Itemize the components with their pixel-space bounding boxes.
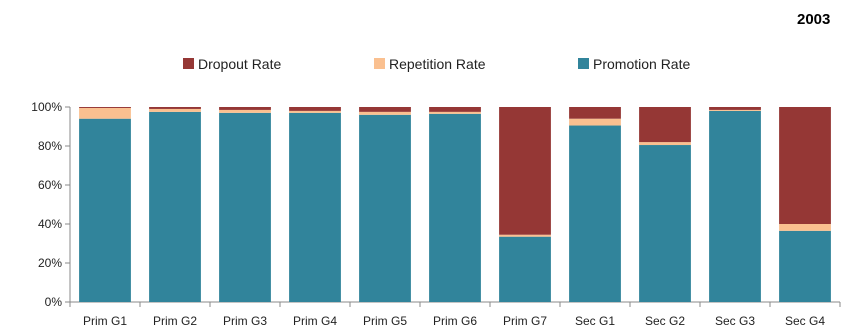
bar-repetition-rate-prim-g6 — [429, 111, 481, 114]
x-tick-label: Prim G3 — [223, 314, 267, 328]
bar-dropout-rate-prim-g2 — [149, 107, 201, 109]
x-tick-label: Prim G6 — [433, 314, 477, 328]
x-tick-label: Prim G2 — [153, 314, 197, 328]
legend-swatch — [578, 58, 589, 69]
bar-promotion-rate-sec-g1 — [569, 125, 621, 303]
bar-stack-prim-g7 — [499, 107, 551, 302]
bar-dropout-rate-sec-g2 — [639, 107, 691, 143]
y-tick-label: 20% — [38, 256, 62, 270]
x-tick-label: Sec G3 — [715, 314, 755, 328]
chart-title: 2003 — [797, 11, 830, 28]
bar-stack-sec-g1 — [569, 107, 621, 303]
bar-stack-sec-g4 — [779, 107, 831, 302]
bar-repetition-rate-sec-g1 — [569, 118, 621, 126]
bar-promotion-rate-prim-g1 — [79, 118, 131, 302]
x-tick-label: Prim G5 — [363, 314, 407, 328]
y-tick-label: 80% — [38, 139, 62, 153]
bar-promotion-rate-prim-g2 — [149, 111, 201, 302]
bar-dropout-rate-prim-g1 — [79, 107, 131, 108]
bar-repetition-rate-sec-g4 — [779, 224, 831, 231]
x-tick-label: Sec G1 — [575, 314, 615, 328]
bar-promotion-rate-sec-g2 — [639, 145, 691, 302]
bar-dropout-rate-sec-g3 — [709, 107, 761, 110]
bar-stack-sec-g2 — [639, 107, 691, 302]
x-axis-labels: Prim G1 Prim G2 Prim G3 Prim G4 Prim G5 Prim … — [69, 302, 841, 328]
y-tick-label: 60% — [38, 178, 62, 192]
bar-dropout-rate-prim-g3 — [219, 107, 271, 110]
legend-swatch — [374, 58, 385, 69]
bars — [79, 107, 831, 303]
bar-promotion-rate-prim-g3 — [219, 112, 271, 302]
x-tick-label: Prim G1 — [83, 314, 127, 328]
bar-repetition-rate-prim-g1 — [79, 107, 131, 119]
bar-stack-prim-g3 — [219, 107, 271, 302]
bar-repetition-rate-prim-g7 — [499, 234, 551, 237]
legend-item-repetition-rate: Repetition Rate — [374, 56, 486, 72]
bar-promotion-rate-prim-g7 — [499, 236, 551, 302]
x-tick-label: Sec G4 — [785, 314, 825, 328]
bar-stack-prim-g2 — [149, 107, 201, 302]
bar-stack-prim-g5 — [359, 107, 411, 302]
bar-dropout-rate-prim-g7 — [499, 107, 551, 235]
bar-stack-prim-g1 — [79, 107, 131, 302]
bar-stack-prim-g4 — [289, 107, 341, 302]
bar-promotion-rate-prim-g5 — [359, 114, 411, 302]
bar-repetition-rate-sec-g2 — [639, 142, 691, 146]
bar-promotion-rate-prim-g6 — [429, 113, 481, 302]
legend: Dropout Rate Repetition Rate Promotion Rat… — [183, 56, 690, 72]
bar-dropout-rate-sec-g4 — [779, 107, 831, 224]
bar-repetition-rate-prim-g3 — [219, 109, 271, 113]
x-tick-label: Sec G2 — [645, 314, 685, 328]
bar-promotion-rate-sec-g3 — [709, 110, 761, 303]
bar-dropout-rate-prim-g6 — [429, 107, 481, 112]
y-tick-label: 40% — [38, 217, 62, 231]
legend-label: Dropout Rate — [198, 56, 281, 72]
bar-repetition-rate-prim-g4 — [289, 110, 341, 113]
legend-label: Repetition Rate — [389, 56, 486, 72]
bar-dropout-rate-prim-g4 — [289, 107, 341, 111]
bar-repetition-rate-prim-g2 — [149, 108, 201, 112]
bar-promotion-rate-sec-g4 — [779, 230, 831, 302]
legend-label: Promotion Rate — [593, 56, 690, 72]
legend-swatch — [183, 58, 194, 69]
x-tick-label: Prim G7 — [503, 314, 547, 328]
x-tick-label: Prim G4 — [293, 314, 337, 328]
legend-item-promotion-rate: Promotion Rate — [578, 56, 690, 72]
y-tick-label: 0% — [45, 295, 63, 309]
bar-stack-sec-g3 — [709, 107, 761, 303]
legend-item-dropout-rate: Dropout Rate — [183, 56, 281, 72]
bar-repetition-rate-sec-g3 — [709, 109, 761, 111]
bar-stack-prim-g6 — [429, 107, 481, 302]
bar-promotion-rate-prim-g4 — [289, 112, 341, 302]
bar-repetition-rate-prim-g5 — [359, 111, 411, 115]
y-tick-label: 100% — [31, 100, 62, 114]
bar-dropout-rate-sec-g1 — [569, 107, 621, 119]
bar-dropout-rate-prim-g5 — [359, 107, 411, 112]
